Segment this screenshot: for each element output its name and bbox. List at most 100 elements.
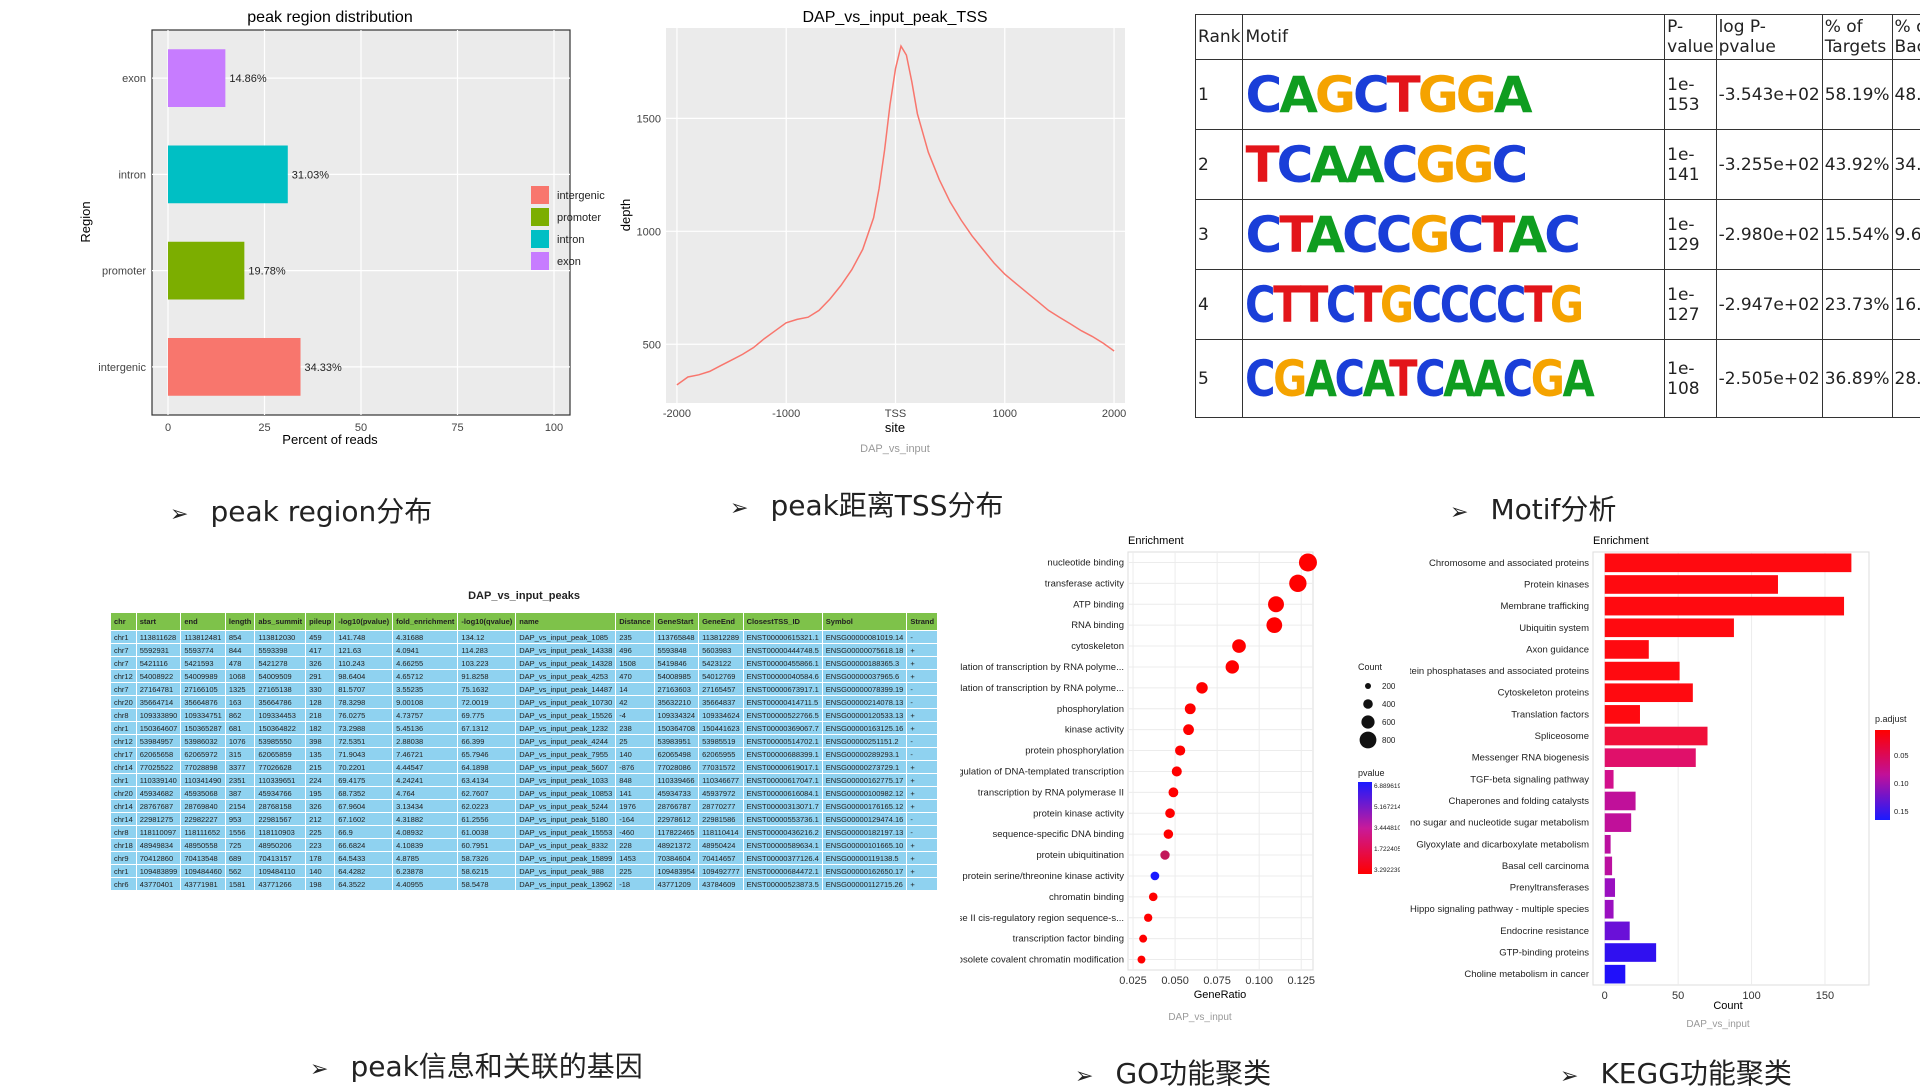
y-tick-label: promoter (102, 266, 146, 278)
table-cell: 45934682 (136, 787, 181, 800)
header-motif: Motif (1243, 15, 1665, 60)
color-legend-label: 6.889619e-24 (1374, 783, 1400, 790)
table-cell: - (907, 813, 938, 826)
motif-cell-logp: -3.255e+02 (1716, 130, 1822, 200)
table-cell: 109483899 (136, 865, 181, 878)
table-cell: 2154 (225, 800, 255, 813)
table-cell: ENSG00000176165.12 (822, 800, 907, 813)
table-cell: 53984957 (136, 735, 181, 748)
table-cell: 5592931 (136, 644, 181, 657)
motif-cell-logp: -2.947e+02 (1716, 270, 1822, 340)
table-cell: - (907, 683, 938, 696)
table-cell: 58.6215 (458, 865, 516, 878)
table-cell: 150364822 (255, 722, 306, 735)
size-legend-label: 800 (1382, 736, 1396, 745)
table-cell: 28769840 (181, 800, 226, 813)
table-cell: 62065498 (654, 748, 699, 761)
color-legend-label: 0.15 (1894, 807, 1909, 816)
legend-swatch (531, 252, 549, 270)
table-cell: 2351 (225, 774, 255, 787)
table-cell: ENST00000673917.1 (743, 683, 822, 696)
kegg-pathway-label: Membrane trafficking (1500, 601, 1589, 612)
table-cell: 58.7326 (458, 852, 516, 865)
table-cell: 4.31882 (393, 813, 458, 826)
table-cell: 198 (306, 878, 335, 891)
table-cell: 35664786 (255, 696, 306, 709)
table-cell: 67.9604 (335, 800, 393, 813)
go-dot (1185, 703, 1196, 714)
bar-value-label: 34.33% (305, 362, 343, 374)
table-cell: 4.0941 (393, 644, 458, 657)
legend-label: intergenic (557, 190, 605, 202)
go-term-label: RNA binding (1071, 620, 1124, 631)
y-tick-label: intergenic (98, 362, 146, 374)
x-tick-label: 25 (258, 422, 270, 434)
peak-region-chart: peak region distribution 14.86%31.03%19.… (60, 0, 580, 460)
arrow-icon: ➢ (1075, 1064, 1093, 1089)
table-cell: DAP_vs_input_peak_8332 (516, 839, 616, 852)
table-cell: 61.0038 (458, 826, 516, 839)
go-chart: Enrichment nucleotide bindingtransferase… (960, 530, 1400, 1030)
table-cell: 5421116 (136, 657, 181, 670)
table-cell: + (907, 865, 938, 878)
motif-cell-targets: 15.54% (1822, 200, 1892, 270)
kegg-pathway-label: Ubiquitin system (1519, 623, 1589, 634)
motif-cell-background: 9.60% (1892, 200, 1920, 270)
table-cell: 5603983 (699, 644, 744, 657)
motif-logo: CTACCGCTAC (1245, 205, 1662, 265)
motif-cell-targets: 36.89% (1822, 340, 1892, 418)
table-cell: 70413548 (181, 852, 226, 865)
table-cell: DAP_vs_input_peak_5180 (516, 813, 616, 826)
table-cell: 65.7946 (458, 748, 516, 761)
table-cell: 22981567 (255, 813, 306, 826)
table-cell: 58.5478 (458, 878, 516, 891)
go-term-label: positive regulation of transcription by … (960, 662, 1124, 673)
kegg-pathway-label: Chaperones and folding catalysts (1449, 796, 1590, 807)
table-cell: DAP_vs_input_peak_5244 (516, 800, 616, 813)
table-cell: 109483954 (654, 865, 699, 878)
table-cell: 681 (225, 722, 255, 735)
table-cell: 5423122 (699, 657, 744, 670)
table-cell: 68.7352 (335, 787, 393, 800)
table-cell: 28768158 (255, 800, 306, 813)
table-cell: 9.00108 (393, 696, 458, 709)
motif-cell-logp: -2.505e+02 (1716, 340, 1822, 418)
table-cell: DAP_vs_input_peak_10730 (516, 696, 616, 709)
kegg-pathway-label: Spliceosome (1535, 731, 1589, 742)
table-cell: 4.65712 (393, 670, 458, 683)
kegg-pathway-label: Protein kinases (1524, 579, 1589, 590)
motif-cell-pvalue: 1e-129 (1665, 200, 1716, 270)
table-cell: 72.0019 (458, 696, 516, 709)
table-cell: chr20 (111, 787, 137, 800)
y-axis-label: depth (618, 199, 633, 232)
table-cell: 66.9 (335, 826, 393, 839)
table-cell: 4.31688 (393, 631, 458, 644)
table-cell: 113812481 (181, 631, 226, 644)
table-cell: 163 (225, 696, 255, 709)
table-cell: 109484110 (255, 865, 306, 878)
table-cell: 140 (616, 748, 654, 761)
table-cell: 77028898 (181, 761, 226, 774)
table-cell: ENST00000688399.1 (743, 748, 822, 761)
table-cell: 134.12 (458, 631, 516, 644)
kegg-pathway-label: Axon guidance (1526, 644, 1589, 655)
plot-panel (1593, 552, 1869, 985)
table-cell: + (907, 800, 938, 813)
table-cell: 45934766 (255, 787, 306, 800)
kegg-bar (1605, 878, 1615, 897)
table-cell: ENST00000313071.7 (743, 800, 822, 813)
table-cell: 113765848 (654, 631, 699, 644)
chart-title: peak region distribution (247, 9, 412, 26)
table-cell: 81.5707 (335, 683, 393, 696)
table-cell: 1453 (616, 852, 654, 865)
x-tick-label: 0.025 (1119, 975, 1147, 987)
table-cell: 109333890 (136, 709, 181, 722)
table-cell: 42 (616, 696, 654, 709)
legend-swatch (531, 186, 549, 204)
